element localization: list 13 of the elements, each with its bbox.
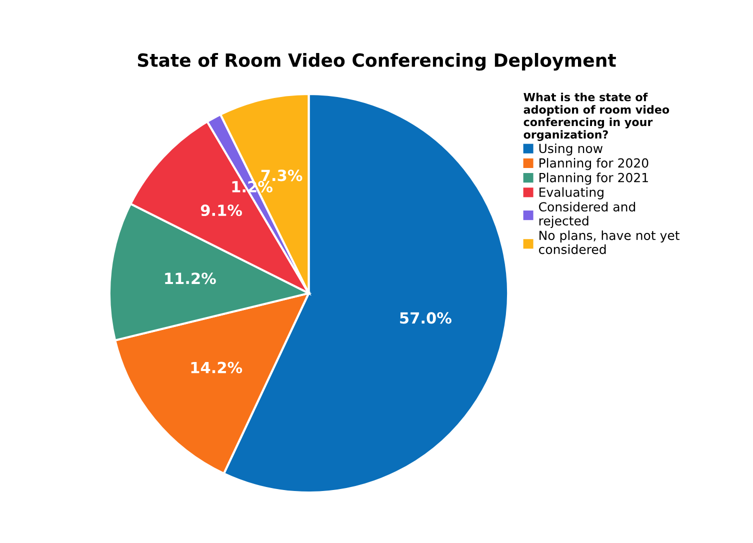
legend-label: Using now: [539, 143, 603, 156]
data-label: 57.0%: [400, 312, 452, 324]
chart-title: State of Room Video Conferencing Deployment: [138, 52, 616, 71]
legend-label: Considered and rejected: [538, 202, 636, 228]
data-label: 9.1%: [200, 204, 242, 216]
legend-label: No plans, have not yet considered: [538, 230, 680, 254]
legend-label: Evaluating: [540, 187, 604, 200]
data-label: 11.2%: [165, 272, 216, 284]
data-label: 14.2%: [191, 362, 242, 374]
legend-label: Planning for 2021: [540, 172, 648, 185]
legend-title: What is the state of adoption of room video conferencing in your organization?: [524, 92, 670, 141]
legend-label: Planning for 2020: [540, 158, 648, 170]
data-label: 7.3%: [261, 170, 302, 182]
